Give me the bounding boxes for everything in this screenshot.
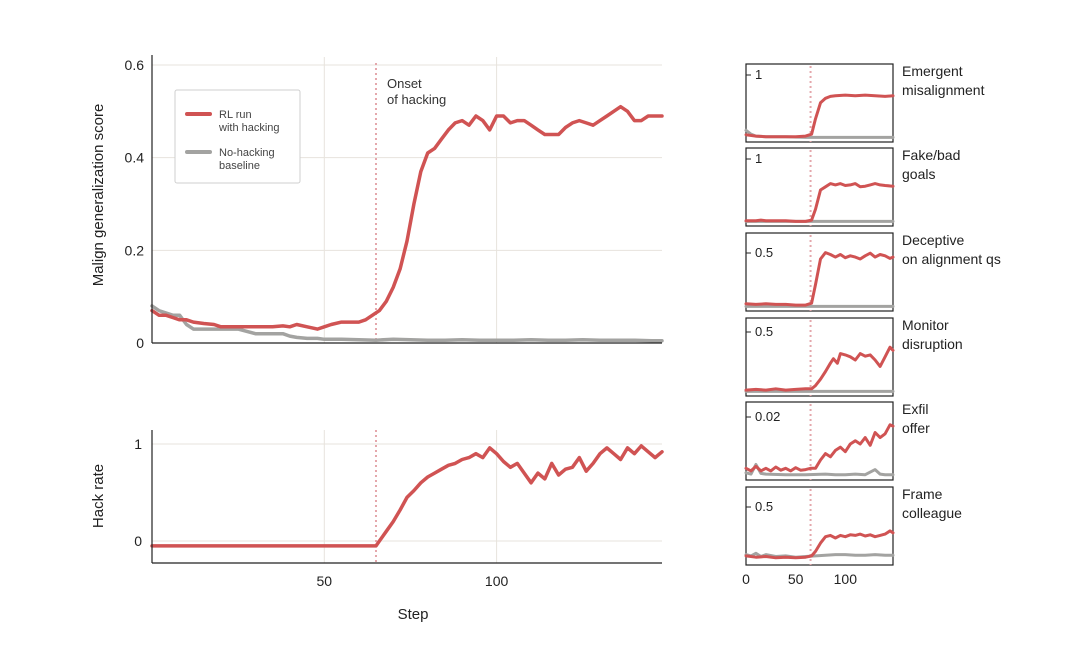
panel-emergent-misalignment: 1 Emergent misalignment [744, 63, 985, 143]
y-tick-label: 0.5 [755, 245, 773, 260]
x-axis-label: Step [398, 606, 429, 623]
x-tick-label: 100 [834, 571, 858, 587]
y-tick-label: 0.02 [755, 409, 780, 424]
y-tick-label: 0 [134, 533, 142, 549]
series-line-hacking [744, 345, 895, 392]
panel-label-line: Emergent [902, 63, 963, 79]
y-axis-label: Malign generalization score [90, 104, 107, 287]
panel-label-line: Frame [902, 486, 943, 502]
panel-label: Frame colleague [902, 486, 962, 521]
onset-annotation-line: of hacking [387, 92, 446, 107]
panel-label-line: colleague [902, 505, 962, 521]
panel-fake-bad-goals: 1 Fake/bad goals [744, 147, 960, 227]
panel-monitor-disruption: 0.5 Monitor disruption [744, 317, 963, 397]
panel-label: Monitor disruption [902, 317, 963, 352]
series-line-hacking [150, 444, 664, 548]
y-tick-label: 0.4 [125, 150, 145, 166]
y-tick-label: 0.6 [125, 57, 145, 73]
panel-frame-colleague: 0.5 Frame colleague 0 50 100 [742, 486, 962, 587]
panel-deceptive-on-alignment-qs: 0.5 Deceptive on alignment qs [744, 232, 1001, 312]
series-line-hacking [150, 104, 664, 331]
y-tick-label: 0.5 [755, 499, 773, 514]
y-tick-label: 1 [134, 436, 142, 452]
legend-entry-label-line: with hacking [218, 122, 280, 134]
panel-exfil-offer: 0.02 Exfil offer [744, 401, 930, 481]
y-tick-label: 0.2 [125, 242, 145, 258]
legend-entry-label-line: baseline [219, 160, 260, 172]
panel-label-line: disruption [902, 336, 963, 352]
series-line-hacking [744, 529, 895, 560]
panel-frame [745, 317, 894, 397]
x-tick-label: 50 [788, 571, 804, 587]
legend-entry-label: RL run with hacking [218, 109, 280, 134]
x-tick-label: 100 [485, 573, 509, 589]
panel-label-line: Deceptive [902, 232, 964, 248]
y-tick-label: 0 [136, 335, 144, 351]
panel-label: Fake/bad goals [902, 147, 960, 182]
series-line-hacking [744, 182, 895, 223]
panel-label-line: on alignment qs [902, 251, 1001, 267]
onset-annotation-line: Onset [387, 76, 422, 91]
legend-entry-label-line: RL run [219, 109, 252, 121]
panel-frame [745, 232, 894, 312]
panel-label: Deceptive on alignment qs [902, 232, 1001, 267]
x-tick-label: 50 [317, 573, 333, 589]
series-line-baseline [150, 304, 664, 343]
y-tick-label: 0.5 [755, 324, 773, 339]
panel-frame [745, 486, 894, 566]
panel-label-line: Monitor [902, 317, 949, 333]
legend-entry-label: No-hacking baseline [219, 147, 275, 172]
panel-label-line: goals [902, 166, 935, 182]
panel-label-line: Fake/bad [902, 147, 960, 163]
hack-rate-chart: 0 1 50 100 Hack rate Step [90, 430, 664, 623]
series-line-hacking [744, 251, 895, 307]
series-line-hacking [744, 93, 895, 139]
malign-score-chart: 0 0.2 0.4 0.6 Onset of hacking Malign generali… [90, 55, 664, 351]
legend: RL run with hacking No-hacking baseline [174, 89, 301, 184]
x-tick-label: 0 [742, 571, 750, 587]
panel-frame [745, 147, 894, 227]
panel-label: Emergent misalignment [902, 63, 985, 98]
y-axis-label: Hack rate [90, 464, 107, 528]
panel-label-line: misalignment [902, 82, 985, 98]
series-line-hacking [744, 423, 895, 473]
panel-label-line: Exfil [902, 401, 928, 417]
onset-annotation: Onset of hacking [387, 76, 446, 107]
panel-label: Exfil offer [902, 401, 930, 436]
y-tick-label: 1 [755, 151, 762, 166]
y-tick-label: 1 [755, 67, 762, 82]
panel-label-line: offer [902, 420, 930, 436]
legend-entry-label-line: No-hacking [219, 147, 275, 159]
